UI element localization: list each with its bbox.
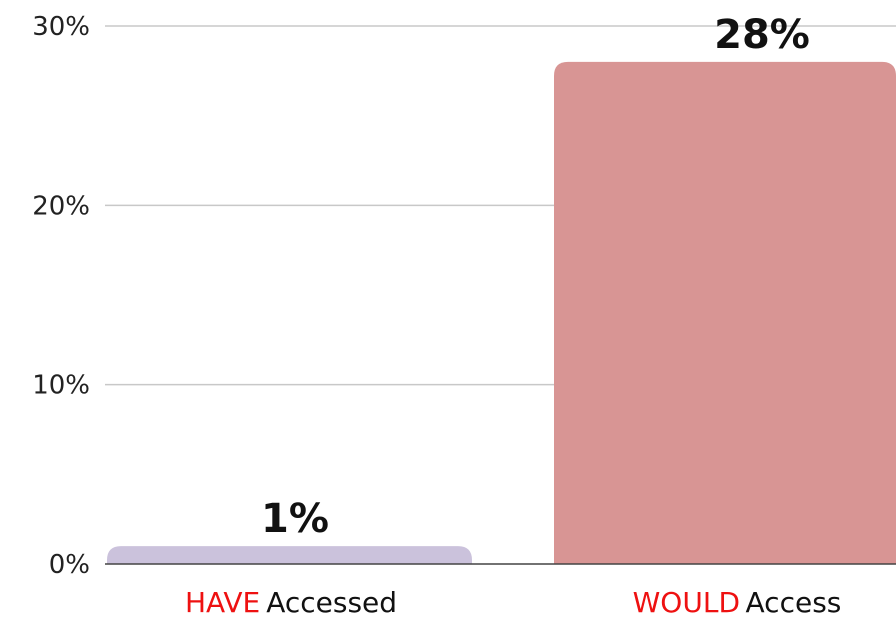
category-rest: Accessed	[266, 586, 397, 618]
y-tick-label: 0%	[49, 550, 90, 580]
y-tick-label: 10%	[32, 371, 90, 401]
category-label: HAVE Accessed	[185, 586, 397, 618]
y-tick-label: 20%	[32, 191, 90, 221]
bar-have	[107, 546, 472, 564]
data-labels: 1% 28%	[261, 12, 810, 542]
y-tick-label: 30%	[32, 12, 90, 42]
y-axis-ticks: 0% 10% 20% 30%	[32, 12, 90, 580]
bar-would	[554, 61, 896, 564]
category-highlight: WOULD	[633, 586, 740, 618]
bars	[107, 61, 896, 564]
category-label: WOULD Access	[633, 586, 842, 618]
data-label: 1%	[261, 496, 329, 542]
data-label: 28%	[714, 12, 810, 58]
category-rest: Access	[746, 586, 842, 618]
category-labels: HAVE Accessed WOULD Access	[185, 586, 841, 618]
category-highlight: HAVE	[185, 586, 260, 618]
